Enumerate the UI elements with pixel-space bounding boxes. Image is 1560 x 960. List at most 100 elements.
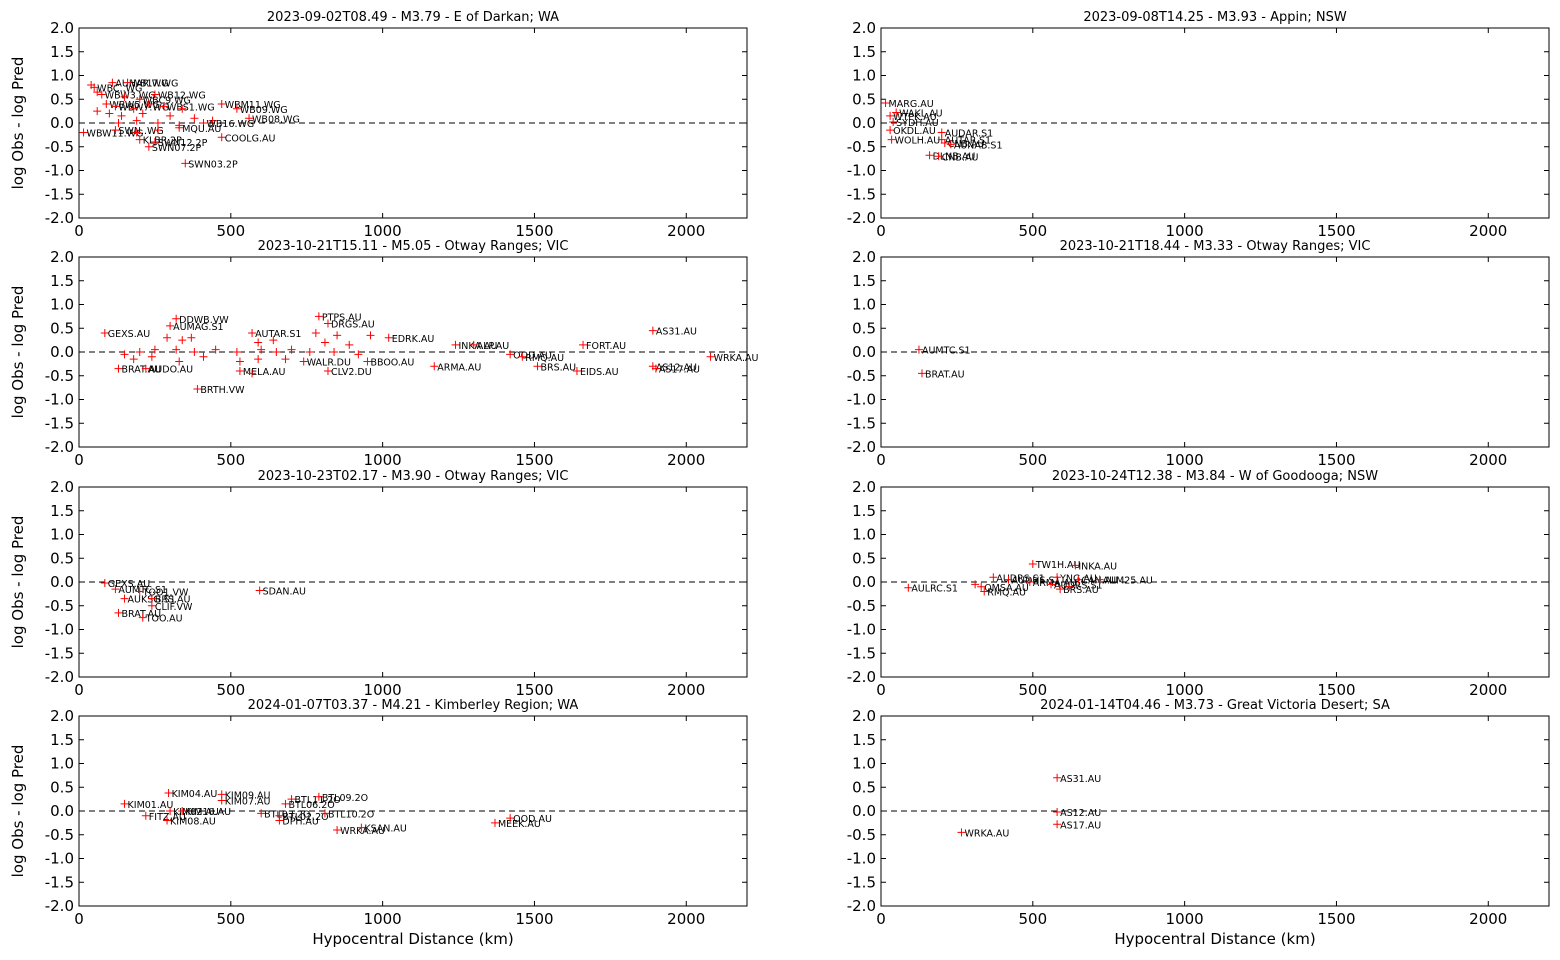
x-tick-label: 2000 — [1469, 222, 1507, 240]
data-point-marker — [217, 796, 226, 805]
station-label: KIM09.AU — [225, 790, 271, 801]
y-tick-label: 2.0 — [852, 707, 876, 725]
data-point-marker — [430, 362, 439, 371]
subplot-title: 2023-10-23T02.17 - M3.90 - Otway Ranges;… — [258, 469, 569, 484]
data-point-marker — [314, 312, 323, 321]
y-tick-label: -1.5 — [45, 873, 74, 891]
y-tick-label: -2.0 — [45, 668, 74, 686]
y-tick-label: -1.5 — [45, 185, 74, 203]
station-label: KIM01.AU — [128, 800, 174, 811]
data-point-marker — [257, 809, 266, 818]
data-point-marker — [1056, 585, 1065, 594]
data-point-marker — [153, 126, 162, 135]
y-tick-label: -1.0 — [847, 162, 876, 180]
data-point-marker — [506, 350, 515, 359]
data-point-marker — [255, 586, 264, 595]
data-point-marker — [178, 807, 187, 815]
x-tick-label: 1500 — [515, 451, 553, 469]
station-label: WBM11.WG — [225, 100, 281, 111]
y-tick-label: 1.0 — [852, 67, 876, 85]
station-label: KIM08.AU — [170, 817, 216, 828]
y-tick-label: 2.0 — [852, 19, 876, 37]
x-tick-label: 0 — [74, 681, 84, 699]
data-point-marker — [917, 369, 926, 378]
station-label: SWN07.2P — [152, 143, 202, 154]
axes-frame — [880, 486, 1550, 678]
station-label: WBS1.WG — [167, 102, 215, 113]
data-point-marker — [1053, 807, 1062, 816]
y-tick-label: -2.0 — [847, 897, 876, 915]
data-point-marker — [132, 128, 141, 137]
data-point-marker — [108, 78, 117, 87]
y-tick-label: 1.5 — [852, 43, 876, 61]
x-axis-label: Hypocentral Distance (km) — [312, 930, 513, 948]
data-point-marker — [97, 90, 106, 99]
y-tick-label: -1.5 — [847, 873, 876, 891]
axes-frame — [880, 715, 1550, 907]
x-tick-label: 1000 — [1166, 910, 1204, 928]
data-point-marker — [323, 367, 332, 375]
y-tick-label: -0.5 — [45, 367, 74, 385]
station-label: ARMA.AU — [437, 362, 481, 373]
data-point-marker — [114, 364, 123, 373]
x-tick-label: 500 — [1018, 451, 1047, 469]
y-tick-label: 0.0 — [852, 114, 876, 132]
station-label: RMQ.AU — [987, 588, 1026, 599]
station-label: AUDRS.S1 — [996, 573, 1045, 584]
y-tick-label: -2.0 — [45, 209, 74, 227]
station-label: MQU.AU — [182, 124, 221, 135]
subplot-5: 2023-10-23T02.17 - M3.90 - Otway Ranges;… — [9, 469, 748, 699]
x-tick-label: 1000 — [364, 681, 402, 699]
data-point-marker — [904, 583, 913, 592]
y-tick-label: 1.0 — [50, 67, 74, 85]
station-label: WBC9.WG — [143, 95, 191, 106]
data-point-marker — [111, 585, 120, 594]
subplot-title: 2023-10-21T18.44 - M3.33 - Otway Ranges;… — [1060, 239, 1371, 254]
station-label: QMSA.AU — [984, 583, 1029, 594]
y-tick-label: 1.5 — [50, 272, 74, 290]
y-tick-label: -0.5 — [847, 826, 876, 844]
data-point-marker — [281, 799, 290, 808]
x-tick-label: 2000 — [667, 681, 705, 699]
station-label: BRS.AU — [155, 595, 191, 606]
data-point-marker — [1053, 573, 1062, 582]
data-point-marker — [886, 126, 895, 135]
data-point-marker — [138, 109, 147, 118]
y-tick-label: -1.0 — [45, 621, 74, 639]
y-tick-label: -1.0 — [847, 621, 876, 639]
x-tick-label: 0 — [74, 451, 84, 469]
x-tick-label: 1500 — [515, 222, 553, 240]
x-tick-label: 1500 — [1317, 681, 1355, 699]
data-point-marker — [135, 587, 144, 596]
data-point-marker — [366, 331, 375, 340]
station-label: WB17.WG — [131, 79, 179, 90]
station-label: BBOO.AU — [370, 358, 414, 369]
data-point-marker — [1095, 575, 1104, 584]
data-point-marker — [217, 133, 226, 142]
data-point-marker — [957, 828, 966, 837]
axes-frame — [78, 715, 748, 907]
data-point-marker — [579, 340, 588, 349]
station-label: AS12.AU — [1060, 808, 1101, 819]
data-point-marker — [100, 578, 109, 587]
data-point-marker — [281, 355, 290, 364]
data-point-marker — [111, 126, 120, 135]
data-point-marker — [129, 355, 138, 364]
y-tick-label: 0.5 — [852, 549, 876, 567]
x-tick-label: 0 — [74, 910, 84, 928]
station-label: INKA.AU — [1078, 561, 1117, 572]
station-label: COOLG.AU — [225, 133, 276, 144]
x-tick-label: 2000 — [667, 910, 705, 928]
station-label: SDAN.AU — [263, 587, 306, 598]
station-label: KIM02.AU — [173, 807, 219, 818]
x-tick-label: 500 — [216, 910, 245, 928]
y-tick-label: 0.0 — [50, 114, 74, 132]
station-label: BRAT.AU — [925, 369, 965, 380]
data-point-marker — [1074, 575, 1083, 584]
data-point-marker — [345, 340, 354, 349]
x-tick-label: 1000 — [364, 910, 402, 928]
data-point-marker — [208, 116, 217, 125]
station-label: BTL03.2O — [264, 809, 310, 820]
data-point-marker — [320, 809, 329, 818]
y-tick-label: 0.5 — [50, 319, 74, 337]
